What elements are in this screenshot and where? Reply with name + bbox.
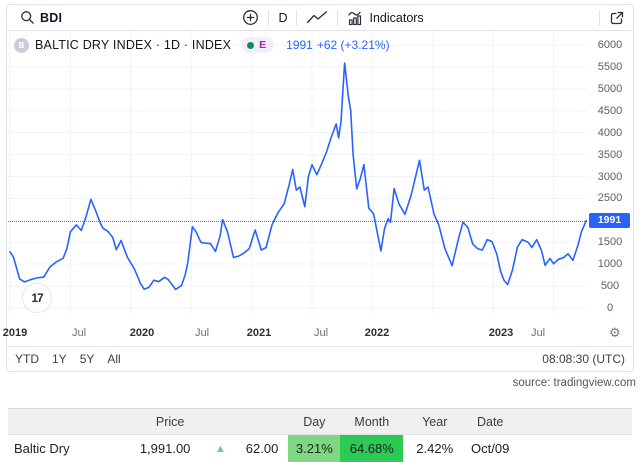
year-change-value: 2.42% xyxy=(403,434,467,462)
table-row[interactable]: Baltic Dry 1,991.00 ▲ 62.00 3.21% 64.68%… xyxy=(8,434,632,462)
last-price-line xyxy=(8,221,587,222)
header-price[interactable]: Price xyxy=(139,408,201,435)
toolbar-separator xyxy=(268,9,270,26)
source-attribution[interactable]: source: tradingview.com xyxy=(512,377,636,389)
header-blank xyxy=(240,408,289,435)
up-triangle-icon: ▲ xyxy=(200,434,241,462)
time-tick-label: Jul xyxy=(530,327,546,339)
range-bar: YTD 1Y 5Y All 08:08:30 (UTC) xyxy=(7,346,633,371)
settings-gear-icon[interactable]: ⚙ xyxy=(609,325,621,340)
time-tick-label: 2021 xyxy=(246,327,272,339)
compare-plus-icon xyxy=(242,9,259,26)
price-tick-label: 0 xyxy=(606,302,614,314)
indicators-button[interactable]: Indicators xyxy=(340,7,430,29)
price-value: 1,991.00 xyxy=(139,434,201,462)
time-tick-label: 2023 xyxy=(488,327,514,339)
price-tick-label: 4000 xyxy=(597,127,623,139)
price-tick-label: 5000 xyxy=(597,83,623,95)
price-tick-label: 500 xyxy=(600,280,620,292)
header-blank xyxy=(514,408,632,435)
quote-table: Price Day Month Year Date Baltic Dry 1,9… xyxy=(8,408,632,462)
legend-title[interactable]: BALTIC DRY INDEX · 1D · INDEX xyxy=(35,38,232,52)
compare-button[interactable] xyxy=(235,7,266,29)
header-blank xyxy=(8,408,140,435)
change-value: 62.00 xyxy=(240,434,289,462)
price-tick-label: 3000 xyxy=(597,171,623,183)
range-button-ytd[interactable]: YTD xyxy=(15,352,39,366)
utc-clock: 08:08:30 (UTC) xyxy=(542,352,625,366)
time-tick-label: Jul xyxy=(71,327,87,339)
header-year[interactable]: Year xyxy=(403,408,467,435)
chart-type-button[interactable] xyxy=(299,7,335,29)
indicators-icon xyxy=(347,10,364,26)
external-link-icon xyxy=(609,10,625,26)
time-tick-label: 2019 xyxy=(2,327,28,339)
header-date[interactable]: Date xyxy=(466,408,515,435)
time-tick-label: Jul xyxy=(313,327,329,339)
toolbar-separator xyxy=(599,9,600,26)
interval-button[interactable]: D xyxy=(271,7,294,29)
header-day[interactable]: Day xyxy=(288,408,341,435)
symbol-search-button[interactable]: BDI xyxy=(13,7,69,29)
line-chart-icon xyxy=(306,10,328,25)
bdi-line-series xyxy=(9,62,587,291)
price-tick-label: 1500 xyxy=(597,236,623,248)
market-status-badge[interactable]: E xyxy=(241,37,275,53)
legend-last-price: 1991 xyxy=(286,38,313,52)
symbol-label: BDI xyxy=(40,10,63,25)
price-tick-label: 6000 xyxy=(597,39,623,51)
date-value: Oct/09 xyxy=(466,434,515,462)
legend-change: +62 (+3.21%) xyxy=(316,38,390,52)
table-header-row: Price Day Month Year Date xyxy=(8,408,632,435)
toolbar-separator xyxy=(296,9,298,26)
toolbar-separator xyxy=(337,9,339,26)
time-tick-label: 2022 xyxy=(364,327,390,339)
day-change-badge: 3.21% xyxy=(288,434,341,462)
month-change-badge: 64.68% xyxy=(340,434,404,462)
header-month[interactable]: Month xyxy=(340,408,404,435)
price-tick-label: 2500 xyxy=(597,192,623,204)
symbol-logo-badge: B xyxy=(14,37,29,53)
price-tick-label: 4500 xyxy=(597,105,623,117)
time-tick-label: 2020 xyxy=(129,327,155,339)
eod-data-badge: E xyxy=(259,39,267,51)
price-tick-label: 3500 xyxy=(597,149,623,161)
range-button-1y[interactable]: 1Y xyxy=(52,352,67,366)
tradingview-widget: BDI D xyxy=(3,4,634,372)
chart-region: B BALTIC DRY INDEX · 1D · INDEX E 1991 +6… xyxy=(3,31,634,346)
price-axis[interactable]: 6000 5500 5000 4500 4000 3500 3000 2500 1500 1000… xyxy=(588,31,634,322)
chart-legend: B BALTIC DRY INDEX · 1D · INDEX E 1991 +6… xyxy=(14,36,390,54)
last-price-label: 1991 xyxy=(589,213,630,228)
price-chart[interactable] xyxy=(8,31,587,322)
time-tick-label: Jul xyxy=(194,327,210,339)
time-axis[interactable]: ⚙ 2019 Jul 2020 Jul 2021 Jul 2022 2023 Jul xyxy=(3,322,634,346)
tradingview-logo[interactable]: 17 xyxy=(22,283,52,313)
price-tick-label: 5500 xyxy=(597,61,623,73)
market-open-dot-icon xyxy=(247,41,255,49)
chart-toolbar: BDI D xyxy=(7,5,633,31)
range-button-5y[interactable]: 5Y xyxy=(79,352,95,366)
instrument-name[interactable]: Baltic Dry xyxy=(8,434,140,462)
legend-price: 1991 +62 (+3.21%) xyxy=(286,38,389,52)
price-tick-label: 1000 xyxy=(597,258,623,270)
range-buttons: YTD 1Y 5Y All xyxy=(15,352,121,366)
indicators-label: Indicators xyxy=(369,10,424,25)
cell-blank xyxy=(514,434,632,462)
range-button-all[interactable]: All xyxy=(107,352,121,366)
open-external-button[interactable] xyxy=(602,7,627,29)
interval-label: D xyxy=(278,10,288,25)
search-icon xyxy=(20,10,35,25)
header-blank xyxy=(200,408,241,435)
